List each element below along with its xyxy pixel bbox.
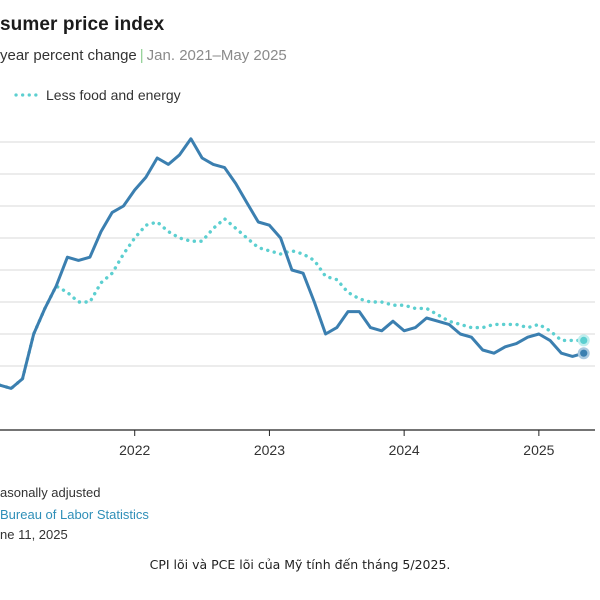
subtitle-separator: | [139,47,144,64]
footnote-seasonally-adjusted: asonally adjusted [0,485,101,500]
chart-title: sumer price index [0,14,165,35]
source-link[interactable]: Bureau of Labor Statistics [0,507,149,522]
image-caption: CPI lõi và PCE lõi của Mỹ tính đến tháng… [149,557,451,572]
x-tick-label-2022: 2022 [119,442,150,458]
chart-subtitle: year percent change | Jan. 2021–May 2025 [0,47,287,64]
publish-date: ne 11, 2025 [0,527,68,542]
series-line-less-food-energy [0,217,586,391]
legend: Less food and energy [14,87,181,103]
series-line-headline [0,137,586,390]
series-line-less-food-energy-end-point [580,336,588,344]
series-line-headline-end-point [580,349,588,357]
legend-label-less-food-energy: Less food and energy [46,87,181,103]
line-chart: 2022 2023 2024 2025 [0,137,595,458]
x-axis: 2022 2023 2024 2025 [0,429,595,458]
x-tick-label-2024: 2024 [389,442,420,458]
x-tick-label-2023: 2023 [254,442,285,458]
x-tick-label-2025: 2025 [523,442,554,458]
subtitle-date-range: Jan. 2021–May 2025 [146,47,287,64]
legend-dotted-swatch-icon [14,93,38,97]
series-lines [0,137,590,391]
subtitle-lead: year percent change [0,47,137,64]
gridlines [0,141,595,367]
